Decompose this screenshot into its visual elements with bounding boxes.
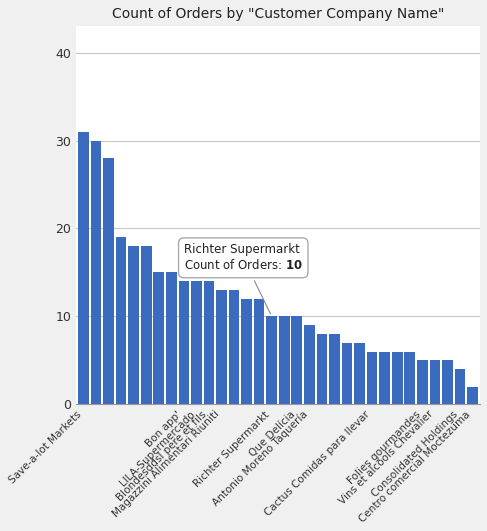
Bar — [317, 334, 327, 404]
Bar — [379, 352, 390, 404]
Bar — [78, 132, 89, 404]
Bar — [216, 290, 227, 404]
Bar — [153, 272, 164, 404]
Bar — [266, 316, 277, 404]
Bar — [430, 361, 440, 404]
Bar — [128, 246, 139, 404]
Bar — [204, 281, 214, 404]
Bar — [455, 369, 465, 404]
Bar — [116, 237, 127, 404]
Bar — [103, 158, 114, 404]
Bar — [354, 342, 365, 404]
Bar — [404, 352, 415, 404]
Bar — [467, 387, 478, 404]
Bar — [367, 352, 377, 404]
Bar — [179, 281, 189, 404]
Bar — [166, 272, 177, 404]
Bar — [191, 281, 202, 404]
Bar — [342, 342, 353, 404]
Bar — [254, 299, 264, 404]
Bar — [392, 352, 403, 404]
Bar — [279, 316, 290, 404]
Bar — [141, 246, 151, 404]
Bar — [241, 299, 252, 404]
Bar — [91, 141, 101, 404]
Bar — [292, 316, 302, 404]
Title: Count of Orders by "Customer Company Name": Count of Orders by "Customer Company Nam… — [112, 7, 444, 21]
Bar — [304, 325, 315, 404]
Text: Richter Supermarkt
Count of Orders: $\bf{10}$: Richter Supermarkt Count of Orders: $\bf… — [184, 243, 302, 314]
Bar — [329, 334, 340, 404]
Bar — [442, 361, 453, 404]
Bar — [229, 290, 240, 404]
Bar — [417, 361, 428, 404]
